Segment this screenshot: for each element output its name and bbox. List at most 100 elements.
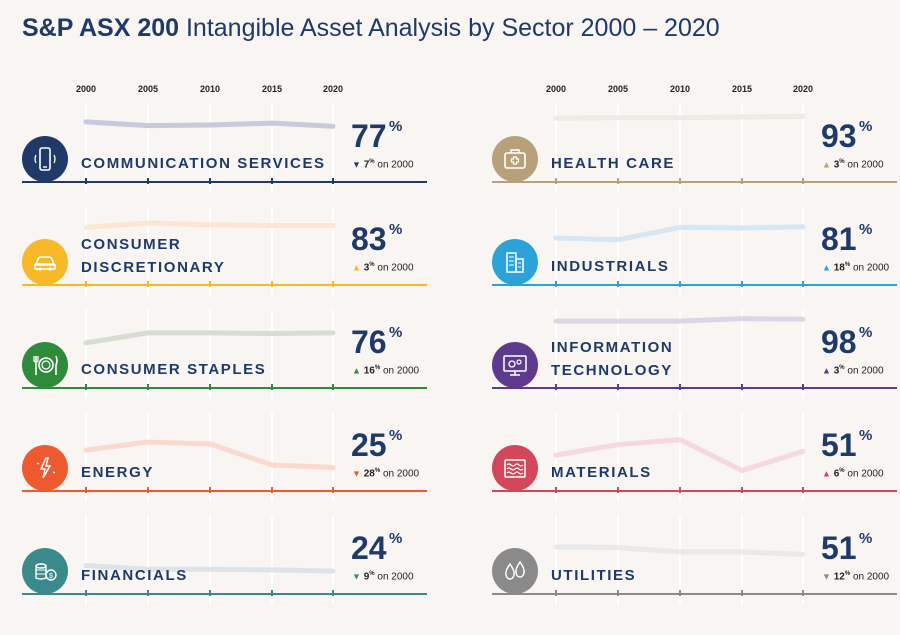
year-gridline <box>85 516 87 604</box>
current-value-label: 25 <box>351 427 387 463</box>
triangle-down-icon: ▼ <box>822 571 831 582</box>
year-gridline <box>85 207 87 295</box>
change-suffix: on 2000 <box>844 159 884 171</box>
waves-icon <box>504 459 526 478</box>
baseline-tick <box>802 384 804 390</box>
year-gridline <box>741 516 743 604</box>
baseline-tick <box>741 590 743 596</box>
sector-name: CONSUMER STAPLES <box>81 361 267 378</box>
year-gridline <box>271 516 273 604</box>
money-icon: $ <box>35 563 57 581</box>
series-line <box>553 113 806 121</box>
baseline-tick <box>85 178 87 184</box>
year-gridline <box>741 310 743 398</box>
baseline-tick <box>147 281 149 287</box>
sector-baseline <box>492 490 897 492</box>
change-suffix: on 2000 <box>374 262 414 274</box>
year-gridline <box>741 207 743 295</box>
computer-gears-badge <box>492 342 538 388</box>
percent-sign: % <box>859 530 873 547</box>
sector-row: UTILITIES 51% ▼ 12% on 2000 <box>470 516 900 616</box>
year-gridline <box>209 516 211 604</box>
year-gridline <box>617 413 619 501</box>
series-line <box>553 224 806 243</box>
year-gridline <box>617 207 619 295</box>
triangle-down-icon: ▼ <box>352 571 361 582</box>
baseline-tick <box>332 590 334 596</box>
sector-line-chart <box>83 330 336 346</box>
year-gridline <box>679 413 681 501</box>
current-value-label: 51 <box>821 530 857 566</box>
sector-name: COMMUNICATION SERVICES <box>81 155 326 172</box>
sector-row: CONSUMER DISCRETIONARY 83% ▲ 3% on 2000 <box>0 207 440 307</box>
building-badge <box>492 239 538 285</box>
sector-name: HEALTH CARE <box>551 155 675 172</box>
year-gridline <box>209 310 211 398</box>
percent-sign: % <box>859 324 873 341</box>
current-value-label: 98 <box>821 324 857 360</box>
x-tick-label: 2000 <box>545 84 567 94</box>
change-label: ▲ 18% on 2000 <box>822 262 889 273</box>
baseline-tick <box>679 178 681 184</box>
baseline-tick <box>271 178 273 184</box>
current-value-label: 93 <box>821 118 857 154</box>
baseline-tick <box>147 590 149 596</box>
baseline-tick <box>617 178 619 184</box>
year-gridline <box>271 310 273 398</box>
sector-baseline <box>22 284 427 286</box>
change-suffix: on 2000 <box>380 365 420 377</box>
chart-title: S&P ASX 200 Intangible Asset Analysis by… <box>22 14 720 43</box>
change-label: ▲ 3% on 2000 <box>822 159 884 170</box>
change-percent-sign: % <box>369 571 375 577</box>
sector-name: UTILITIES <box>551 567 637 584</box>
change-label: ▲ 16% on 2000 <box>352 365 419 376</box>
series-line <box>83 330 336 346</box>
current-value-label: 24 <box>351 530 387 566</box>
sector-row: COMMUNICATION SERVICES 77% ▼ 7% on 2000 <box>0 104 440 204</box>
year-gridline <box>332 104 334 192</box>
triangle-down-icon: ▼ <box>352 468 361 479</box>
series-line <box>83 220 336 230</box>
sector-line-chart <box>553 437 806 474</box>
year-gridline <box>147 104 149 192</box>
triangle-down-icon: ▼ <box>352 159 361 170</box>
baseline-tick <box>555 487 557 493</box>
change-label: ▲ 6% on 2000 <box>822 468 884 479</box>
baseline-tick <box>209 487 211 493</box>
baseline-tick <box>802 487 804 493</box>
sector-name: ENERGY <box>81 464 154 481</box>
baseline-tick <box>555 384 557 390</box>
title-light: Intangible Asset Analysis by Sector 2000… <box>185 14 720 42</box>
change-percent-sign: % <box>369 262 375 268</box>
water-drops-icon <box>505 560 525 580</box>
baseline-tick <box>85 487 87 493</box>
car-icon <box>34 256 56 271</box>
first-aid-kit-icon <box>504 149 526 169</box>
baseline-tick <box>147 384 149 390</box>
sector-name: INFORMATION TECHNOLOGY <box>551 339 674 379</box>
x-tick-label: 2010 <box>669 84 691 94</box>
sector-line-chart <box>553 316 806 324</box>
sector-row: HEALTH CARE 93% ▲ 3% on 2000 <box>470 104 900 204</box>
baseline-tick <box>802 178 804 184</box>
x-tick-label: 2015 <box>731 84 753 94</box>
change-label: ▼ 28% on 2000 <box>352 468 419 479</box>
sector-baseline <box>492 387 897 389</box>
x-tick-label: 2015 <box>261 84 283 94</box>
percent-sign: % <box>859 118 873 135</box>
sector-name: INDUSTRIALS <box>551 258 670 275</box>
change-label: ▲ 3% on 2000 <box>822 365 884 376</box>
year-gridline <box>679 207 681 295</box>
year-gridline <box>802 104 804 192</box>
sector-line-chart <box>83 439 336 470</box>
title-bold: S&P ASX 200 <box>22 14 180 42</box>
year-gridline <box>271 413 273 501</box>
lightning-badge <box>22 445 68 491</box>
money-badge: $ <box>22 548 68 594</box>
year-gridline <box>332 413 334 501</box>
change-value: 6 <box>830 468 840 480</box>
sector-line-chart <box>553 544 806 557</box>
change-label: ▼ 12% on 2000 <box>822 571 889 582</box>
sector-name: CONSUMER DISCRETIONARY <box>81 236 226 276</box>
series-line <box>553 544 806 557</box>
